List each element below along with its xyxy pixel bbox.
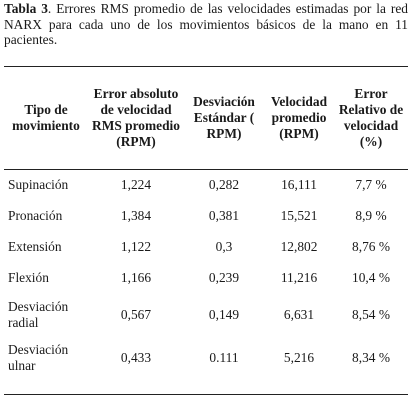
- table-row: Desviación radial 0,567 0,149 6,631 8,54…: [4, 293, 408, 336]
- cell-movement: Flexión: [8, 269, 49, 285]
- cell-std-deviation: 0.111: [209, 350, 239, 365]
- cell-rms-error: 1,384: [120, 207, 152, 223]
- cell-avg-velocity: 6,631: [283, 306, 315, 322]
- cell-relative-error: 7,7 %: [355, 176, 387, 192]
- cell-rms-error: 0,567: [120, 306, 152, 322]
- header-avg-velocity: Velocidad promedio (RPM): [270, 94, 328, 141]
- caption-label: Tabla 3: [4, 1, 48, 16]
- cell-relative-error: 8,34 %: [352, 350, 390, 365]
- cell-avg-velocity: 5,216: [283, 350, 315, 365]
- table-bottom-rule: [4, 394, 408, 395]
- cell-movement: Desviación radial: [8, 298, 69, 330]
- table-top-rule: [4, 66, 408, 67]
- table-caption: Tabla 3. Errores RMS promedio de las vel…: [4, 1, 408, 48]
- table-row: Flexión 1,166 0,239 11,216 10,4 %: [4, 262, 408, 293]
- cell-std-deviation: 0,239: [208, 269, 240, 285]
- header-std-deviation: Desviación Estándar ( RPM): [193, 94, 255, 141]
- caption-text: . Errores RMS promedio de las velocidade…: [4, 1, 408, 47]
- cell-rms-error: 1,122: [120, 238, 152, 254]
- cell-avg-velocity: 12,802: [280, 238, 318, 254]
- table-row: Desviación ulnar 0,433 0.111 5,216 8,34 …: [4, 336, 408, 380]
- header-divider-rule: [4, 169, 408, 170]
- cell-relative-error: 8,54 %: [352, 306, 390, 322]
- cell-relative-error: 10,4 %: [352, 269, 390, 285]
- table-row: Extensión 1,122 0,3 12,802 8,76 %: [4, 231, 408, 262]
- cell-rms-error: 1,166: [120, 269, 152, 285]
- cell-movement: Extensión: [8, 238, 62, 254]
- cell-movement: Supinación: [8, 176, 69, 192]
- cell-avg-velocity: 16,111: [281, 176, 317, 192]
- cell-movement: Pronación: [8, 207, 63, 223]
- cell-avg-velocity: 15,521: [280, 207, 318, 223]
- table-row: Pronación 1,384 0,381 15,521 8,9 %: [4, 200, 408, 231]
- cell-std-deviation: 0,149: [208, 306, 240, 322]
- cell-std-deviation: 0,3: [215, 238, 233, 254]
- cell-std-deviation: 0,381: [208, 207, 240, 223]
- cell-avg-velocity: 11,216: [280, 269, 318, 285]
- header-rms-error: Error absoluto de velocidad RMS promedio…: [92, 86, 180, 149]
- cell-rms-error: 0,433: [120, 350, 152, 365]
- header-relative-error: Error Relativo de velocidad (%): [338, 86, 404, 149]
- table-row: Supinación 1,224 0,282 16,111 7,7 %: [4, 169, 408, 200]
- cell-movement: Desviación ulnar: [8, 342, 69, 373]
- header-movement-type: Tipo de movimiento: [12, 102, 80, 133]
- cell-relative-error: 8,9 %: [355, 207, 387, 223]
- cell-rms-error: 1,224: [120, 176, 152, 192]
- cell-relative-error: 8,76 %: [352, 238, 390, 254]
- header-row: Tipo de movimiento Error absoluto de vel…: [4, 67, 408, 169]
- cell-std-deviation: 0,282: [208, 176, 240, 192]
- data-table: Tipo de movimiento Error absoluto de vel…: [4, 67, 408, 380]
